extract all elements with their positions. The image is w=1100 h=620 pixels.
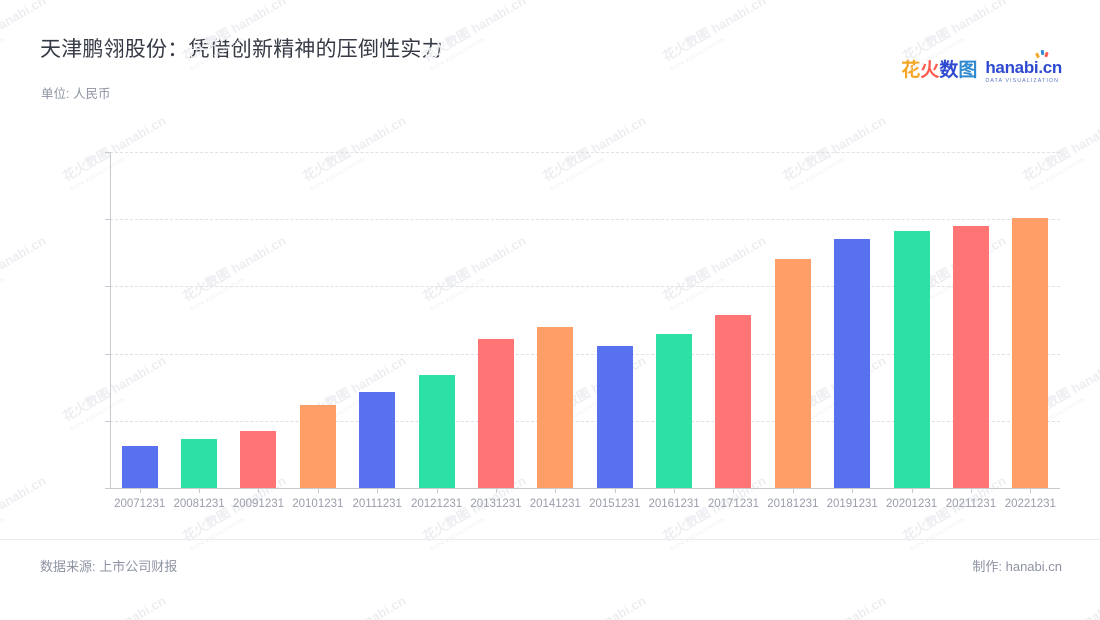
- x-tick-label: 20151231: [589, 498, 641, 510]
- y-tick-mark: [105, 152, 110, 153]
- data-source-label: 数据来源: 上市公司财报: [40, 559, 178, 574]
- x-tick-mark: [674, 488, 676, 493]
- x-tick-mark: [258, 488, 260, 493]
- x-tick-label: 20191231: [826, 498, 878, 510]
- bar[interactable]: [893, 231, 930, 488]
- logo-char-huo: 火: [920, 60, 940, 81]
- bar[interactable]: [715, 315, 752, 488]
- hanabi-logo: 花火数图 hanabi.cn DATA VISUALIZATION: [901, 49, 1062, 88]
- x-tick-label: 20161231: [648, 498, 700, 510]
- logo-chinese-wordmark: 花火数图: [901, 60, 977, 82]
- x-tick-mark: [733, 488, 735, 493]
- sparkle-icon: [1034, 49, 1050, 59]
- bar[interactable]: [1012, 218, 1049, 488]
- bar[interactable]: [181, 438, 218, 488]
- x-tick-mark: [1030, 488, 1032, 493]
- y-tick-mark: [105, 286, 110, 288]
- x-tick-mark: [436, 488, 438, 493]
- bar[interactable]: [774, 258, 811, 488]
- x-tick-mark: [495, 488, 497, 493]
- x-tick-mark: [139, 488, 141, 493]
- logo-latin-wordmark: hanabi.cn DATA VISUALIZATION: [985, 49, 1062, 85]
- x-tick-label: 20101231: [292, 498, 344, 510]
- chart-subtitle: 单位: 人民币: [41, 87, 111, 101]
- x-tick-label: 20171231: [707, 498, 760, 510]
- gridline: [110, 219, 1060, 221]
- x-tick-label: 20071231: [114, 498, 166, 510]
- chart-header: 天津鹏翎股份：凭借创新精神的压倒性实力 单位: 人民币 花火数图 hanabi.…: [0, 0, 1100, 118]
- logo-char-shu: 数: [939, 60, 959, 81]
- gridlines: 2,000,000,0001,600,000,0001,200,000,0008…: [105, 152, 1060, 489]
- bar[interactable]: [656, 333, 693, 488]
- x-tick-mark: [317, 488, 319, 493]
- credit-label: 制作: hanabi.cn: [972, 559, 1062, 574]
- x-tick-label: 20091231: [232, 498, 285, 510]
- bar[interactable]: [240, 431, 277, 488]
- y-axis-line: [110, 152, 111, 488]
- gridline: [110, 152, 1060, 153]
- x-tick-mark: [970, 488, 972, 493]
- x-tick-label: 20211231: [945, 498, 997, 510]
- bar[interactable]: [121, 445, 158, 488]
- bar[interactable]: [952, 225, 989, 488]
- y-tick-mark: [105, 488, 110, 489]
- y-tick-mark: [105, 353, 110, 355]
- logo-char-hua: 花: [901, 60, 921, 81]
- x-tick-mark: [614, 488, 616, 493]
- bar[interactable]: [537, 327, 574, 488]
- bar[interactable]: [359, 392, 396, 488]
- bar[interactable]: [834, 239, 871, 488]
- x-tick-label: 20181231: [767, 498, 819, 510]
- x-tick-label: 20131231: [470, 498, 522, 510]
- x-tick-label: 20121231: [410, 498, 463, 510]
- logo-char-tu: 图: [958, 60, 978, 81]
- gridline: [110, 286, 1060, 288]
- x-tick-label: 20081231: [173, 498, 225, 510]
- page-title: 天津鹏翎股份：凭借创新精神的压倒性实力: [40, 38, 443, 61]
- gridline: [110, 353, 1060, 355]
- gridline: [110, 488, 1060, 489]
- bar[interactable]: [418, 374, 455, 488]
- bar[interactable]: [477, 339, 514, 488]
- bar[interactable]: [596, 346, 633, 488]
- x-tick-label: 20201231: [885, 498, 938, 510]
- x-tick-mark: [199, 488, 201, 493]
- x-tick-mark: [377, 488, 379, 493]
- x-tick-mark: [911, 488, 913, 493]
- logo-latin-tagline: DATA VISUALIZATION: [985, 78, 1060, 84]
- logo-latin-main: hanabi.cn: [985, 58, 1062, 77]
- x-tick-mark: [555, 488, 557, 493]
- x-tick-mark: [792, 488, 794, 493]
- x-tick-mark: [852, 488, 854, 493]
- y-tick-mark: [105, 219, 110, 221]
- bar-series: 20071231 20081231 20091231 20101231 20111231…: [110, 152, 1060, 510]
- bar[interactable]: [299, 405, 336, 488]
- x-tick-label: 20141231: [529, 498, 581, 510]
- x-tick-label: 20221231: [1004, 498, 1056, 510]
- x-tick-label: 20111231: [352, 498, 402, 510]
- gridline: [110, 420, 1060, 422]
- footer-divider: [0, 539, 1100, 540]
- y-tick-mark: [105, 420, 110, 422]
